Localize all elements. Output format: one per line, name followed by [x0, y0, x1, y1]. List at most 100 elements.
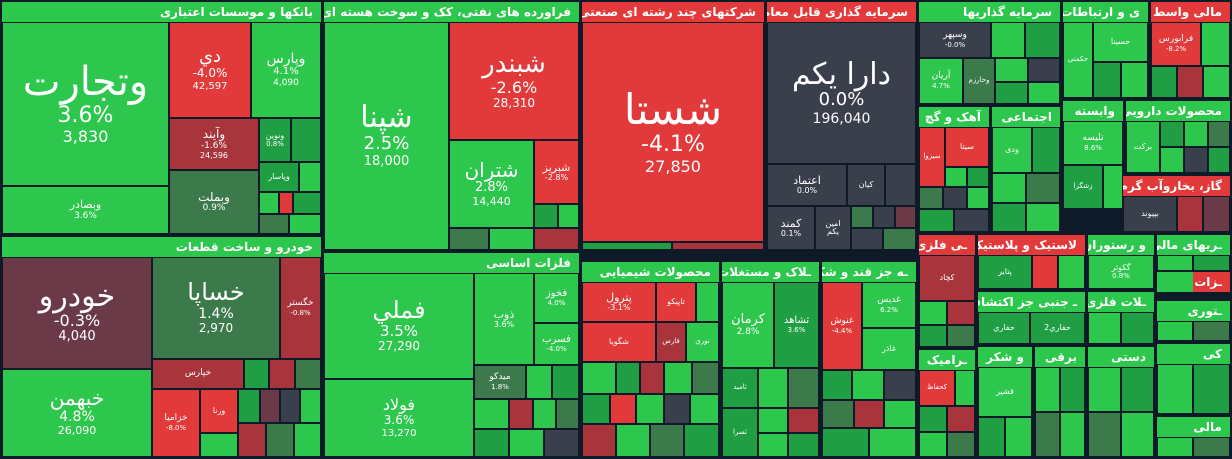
tile-small[interactable]: [582, 424, 616, 457]
tile-vsepehr[interactable]: وسپهر -0.0%: [919, 22, 991, 58]
tile-sita[interactable]: سیتا: [945, 127, 989, 167]
sector-title[interactable]: لاستیک و پلاستیک: [978, 235, 1085, 255]
tile-small[interactable]: [280, 389, 300, 423]
tile-small[interactable]: [1032, 127, 1060, 173]
tile-small[interactable]: [610, 394, 636, 424]
sector-title[interactable]: برقی: [1035, 347, 1085, 367]
tile-shasta[interactable]: شستا -4.1% 27,850: [582, 22, 764, 242]
tile-small[interactable]: [289, 214, 321, 234]
tile-small[interactable]: [534, 204, 558, 228]
tile-small[interactable]: [978, 417, 1005, 457]
tile-small[interactable]: [947, 325, 975, 347]
sector-title[interactable]: سرمایه گذاری قابل معامله: [767, 2, 916, 22]
tile-small[interactable]: [758, 433, 788, 457]
tile-small[interactable]: [758, 408, 788, 433]
tile-small[interactable]: [991, 22, 1025, 58]
tile-khzamia[interactable]: خزاميا -8.0%: [152, 389, 200, 457]
tile-small[interactable]: [200, 433, 238, 457]
tile-fars[interactable]: فارس: [656, 322, 686, 362]
tile-small[interactable]: [279, 192, 293, 214]
tile-small[interactable]: [1093, 62, 1121, 98]
tile-small[interactable]: [1193, 364, 1230, 414]
tile-small[interactable]: [1151, 66, 1177, 98]
sector-title[interactable]: آهک و گچ: [919, 107, 989, 127]
tile-etemad[interactable]: اعتماد 0.0%: [767, 164, 847, 206]
tile-small[interactable]: [954, 209, 989, 232]
tile-petrol[interactable]: پترول -3.1%: [582, 282, 656, 322]
tile-small[interactable]: [1193, 321, 1230, 341]
sector-title[interactable]: بانکها و موسسات اعتباری: [2, 2, 321, 22]
sector-title[interactable]: فراورده های نفتی، کک و سوخت هسته ای: [324, 2, 579, 22]
tile-darayekom[interactable]: دارا يكم 0.0% 196,040: [767, 22, 916, 164]
tile-small[interactable]: [945, 167, 967, 187]
tile-di[interactable]: دي -4.0% 42,597: [169, 22, 251, 118]
sector-title[interactable]: ـزات: [1193, 272, 1230, 292]
tile-small[interactable]: [919, 187, 943, 209]
tile-small[interactable]: [616, 362, 640, 394]
tile-small[interactable]: [884, 370, 916, 400]
tile-small[interactable]: [1121, 367, 1154, 412]
tile-small[interactable]: [1121, 62, 1148, 98]
tile-small[interactable]: [672, 242, 764, 250]
tile-small[interactable]: [943, 187, 967, 209]
tile-small[interactable]: [294, 423, 321, 457]
tile-small[interactable]: [919, 406, 947, 432]
tile-small[interactable]: [788, 408, 819, 433]
tile-small[interactable]: [895, 206, 916, 228]
tile-small[interactable]: [852, 370, 884, 400]
tile-small[interactable]: [995, 82, 1028, 104]
tile-vtejarat[interactable]: وتجارت 3.6% 3,830: [2, 22, 169, 186]
sector-title[interactable]: شرکتهای چند رشته ای صنعتی: [582, 2, 764, 22]
tile-ghashir[interactable]: قشير: [978, 367, 1032, 417]
tile-small[interactable]: [1026, 203, 1060, 232]
tile-small[interactable]: [582, 242, 672, 250]
tile-khodro[interactable]: خودرو -0.3% 4,040: [2, 257, 152, 369]
tile-small[interactable]: [1005, 417, 1032, 457]
tile-small[interactable]: [238, 389, 260, 423]
tile-small[interactable]: [636, 394, 664, 424]
tile-khgostar[interactable]: خگستر -0.8%: [280, 257, 321, 359]
tile-small[interactable]: [1088, 412, 1121, 457]
sector-title[interactable]: ـتوری: [1157, 301, 1230, 321]
sector-title[interactable]: فلزات اساسی: [324, 253, 579, 273]
tile-small[interactable]: [992, 203, 1026, 232]
tile-arian[interactable]: آريان 4.7%: [919, 58, 963, 104]
tile-amin[interactable]: امين يكم: [815, 206, 851, 250]
tile-ghazar[interactable]: غاذر: [862, 328, 916, 370]
tile-small[interactable]: [1157, 364, 1193, 414]
tile-small[interactable]: [1177, 196, 1203, 232]
tile-small[interactable]: [1032, 255, 1058, 289]
tile-small[interactable]: [558, 204, 579, 228]
tile-small[interactable]: [1160, 147, 1184, 173]
tile-small[interactable]: [788, 368, 819, 408]
tile-shahed[interactable]: ثشاهد 3.6%: [774, 282, 819, 368]
tile-small[interactable]: [1208, 121, 1230, 147]
tile-telise[interactable]: تليسه 8.6%: [1063, 121, 1123, 165]
tile-small[interactable]: [967, 167, 989, 187]
tile-shepna[interactable]: شپنا 2.5% 18,000: [324, 22, 449, 250]
tile-vnovin[interactable]: ونوين 0.8%: [259, 118, 291, 162]
tile-kian[interactable]: کیان: [847, 164, 885, 206]
tile-small[interactable]: [1157, 321, 1193, 341]
tile-tasra[interactable]: ثسرا: [722, 408, 758, 457]
tile-small[interactable]: [947, 432, 975, 457]
tile-noori[interactable]: نوري: [686, 322, 719, 362]
tile-small[interactable]: [474, 429, 509, 457]
tile-shabriz[interactable]: شبريز -2.8%: [534, 140, 579, 204]
tile-faraborse[interactable]: فرابورس -8.2%: [1151, 22, 1201, 66]
tile-small[interactable]: [919, 325, 947, 347]
sector-title[interactable]: مالی واسط: [1151, 2, 1230, 22]
tile-fasrab[interactable]: فسرب -4.0%: [534, 323, 579, 365]
tile-kerman[interactable]: كرمان 2.8%: [722, 282, 774, 368]
tile-small[interactable]: [509, 399, 533, 429]
tile-small[interactable]: [995, 58, 1028, 82]
sector-title[interactable]: دستی: [1088, 347, 1154, 367]
tile-khepars[interactable]: خپارس: [152, 359, 244, 389]
tile-small[interactable]: [260, 389, 280, 423]
tile-hasina[interactable]: حسينا: [1093, 22, 1148, 62]
sector-title[interactable]: ـ جنبی جز اکتشاف: [978, 292, 1085, 312]
tile-tapiko[interactable]: تاپيكو: [656, 282, 696, 322]
tile-small[interactable]: [1208, 147, 1230, 173]
sector-title[interactable]: کی: [1157, 344, 1230, 364]
tile-vpasar[interactable]: وپاسار: [259, 162, 299, 192]
